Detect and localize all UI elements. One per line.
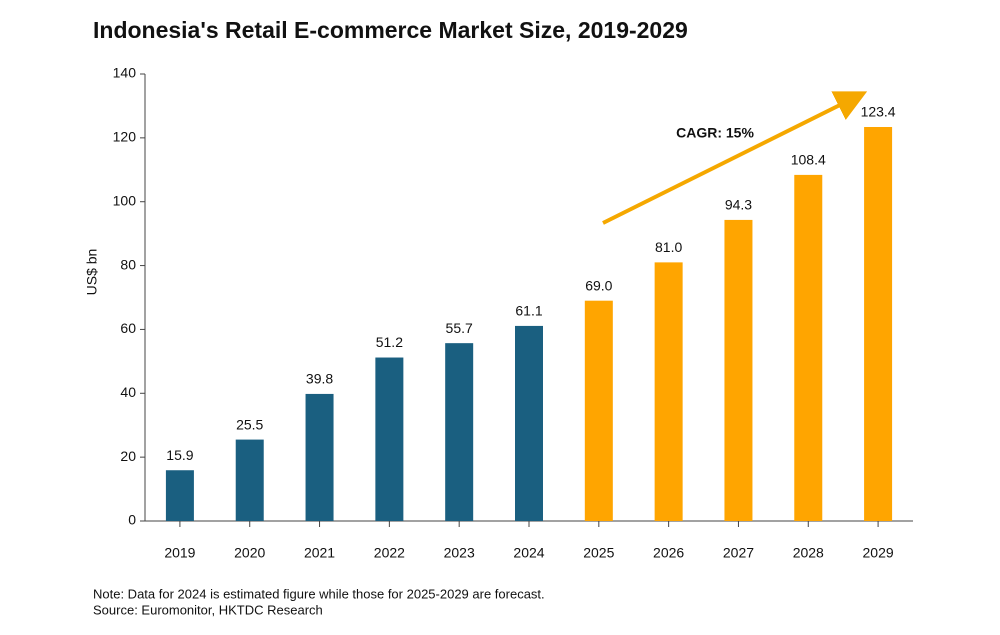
x-tick-label: 2023 xyxy=(444,545,475,561)
bar xyxy=(584,300,613,521)
x-tick-label: 2027 xyxy=(723,545,754,561)
chart-title: Indonesia's Retail E-commerce Market Siz… xyxy=(93,17,688,43)
y-axis-label: US$ bn xyxy=(84,249,100,296)
x-tick-label: 2026 xyxy=(653,545,684,561)
bar xyxy=(235,439,264,521)
x-tick-label: 2020 xyxy=(234,545,265,561)
y-tick-label: 100 xyxy=(113,192,137,208)
y-tick-label: 140 xyxy=(113,65,137,81)
bar xyxy=(864,127,893,521)
bar xyxy=(305,393,334,521)
note: Note: Data for 2024 is estimated figure … xyxy=(93,586,545,601)
data-label: 61.1 xyxy=(515,303,542,319)
x-tick-label: 2025 xyxy=(583,545,614,561)
x-tick-label: 2019 xyxy=(164,545,195,561)
bar xyxy=(794,174,823,521)
data-label: 69.0 xyxy=(585,277,612,293)
bar xyxy=(724,219,753,521)
x-tick-label: 2024 xyxy=(513,545,544,561)
data-label: 55.7 xyxy=(446,320,473,336)
y-tick-label: 80 xyxy=(120,256,136,272)
y-tick-label: 60 xyxy=(120,320,136,336)
bar xyxy=(375,357,404,521)
bar xyxy=(654,262,683,521)
y-tick-label: 40 xyxy=(120,384,136,400)
data-label: 51.2 xyxy=(376,334,403,350)
x-tick-label: 2022 xyxy=(374,545,405,561)
trend-arrow xyxy=(602,91,868,225)
y-tick-label: 20 xyxy=(120,448,136,464)
y-tick-label: 0 xyxy=(128,512,136,528)
x-tick-label: 2021 xyxy=(304,545,335,561)
x-tick-label: 2028 xyxy=(793,545,824,561)
data-label: 108.4 xyxy=(791,152,826,168)
annotation: CAGR: 15% xyxy=(676,125,754,141)
x-tick-label: 2029 xyxy=(863,545,894,561)
data-label: 123.4 xyxy=(861,104,896,120)
data-label: 94.3 xyxy=(725,197,752,213)
y-tick-label: 120 xyxy=(113,129,137,145)
bar xyxy=(515,325,543,521)
bar xyxy=(165,470,194,521)
data-label: 39.8 xyxy=(306,371,333,387)
bar xyxy=(445,343,474,521)
data-label: 15.9 xyxy=(166,447,193,463)
data-label: 81.0 xyxy=(655,239,682,255)
data-label: 25.5 xyxy=(236,416,263,432)
source: Source: Euromonitor, HKTDC Research xyxy=(93,602,323,617)
